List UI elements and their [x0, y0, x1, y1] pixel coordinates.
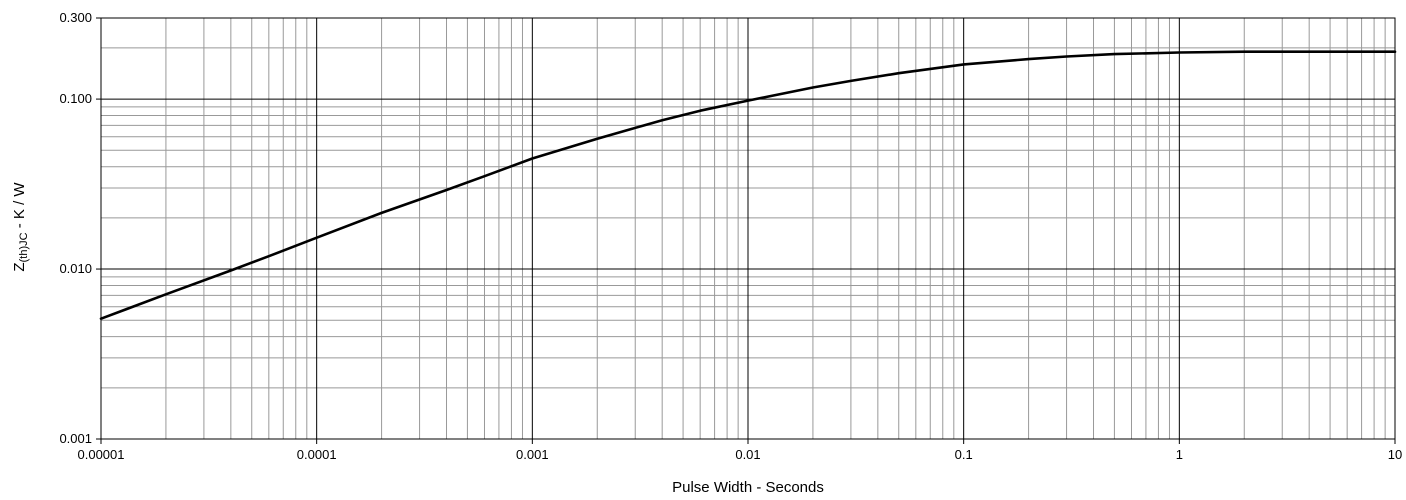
series-line [99, 50, 1397, 321]
x-axis-title: Pulse Width - Seconds [672, 479, 824, 496]
x-tick-label: 0.00001 [78, 447, 125, 462]
y-tick-label: 0.100 [59, 91, 92, 106]
y-tick-labels: 0.001 0.010 0.100 0.300 [59, 10, 92, 446]
x-tick-labels: 0.00001 0.0001 0.001 0.01 0.1 1 10 [78, 447, 1403, 462]
y-tick-label: 0.300 [59, 10, 92, 25]
x-tick-label: 0.001 [516, 447, 549, 462]
plot-area [99, 50, 1397, 321]
y-tick-label: 0.010 [59, 261, 92, 276]
axes [96, 17, 1396, 444]
x-tick-label: 1 [1176, 447, 1183, 462]
grid [100, 17, 1396, 440]
x-tick-label: 10 [1388, 447, 1402, 462]
y-axis-title: Z(th)JC - K / W [11, 182, 30, 272]
x-tick-label: 0.0001 [297, 447, 337, 462]
x-tick-label: 0.01 [735, 447, 760, 462]
y-tick-label: 0.001 [59, 431, 92, 446]
x-tick-label: 0.1 [955, 447, 973, 462]
